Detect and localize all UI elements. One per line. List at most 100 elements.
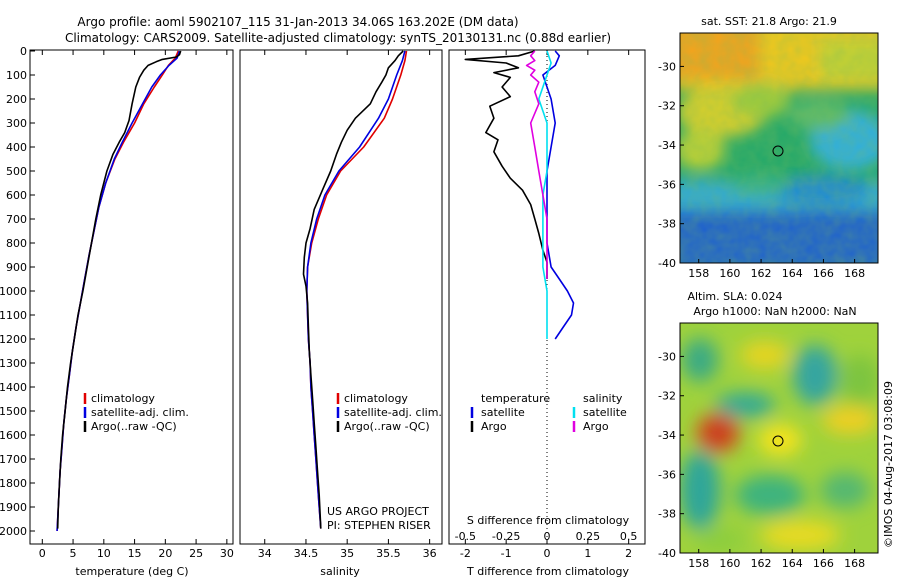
x-tick-label: 36 [423,547,437,560]
map-y-tick-label: -40 [658,257,676,270]
legend-t-argo-label: Argo [481,420,507,433]
x-tick-label: -1 [501,547,512,560]
x-tick-label: 34.5 [294,547,319,560]
y-tick-label: 600 [6,189,27,202]
series-line-argo [56,50,182,529]
map-x-tick-label: 166 [813,267,834,280]
map-y-tick-label: -36 [658,468,676,481]
legend-argo-label: Argo(..raw -QC) [344,420,430,433]
y-tick-label: 700 [6,213,27,226]
legend-salinity-heading: salinity [583,392,623,405]
x-tick-label: 30 [220,547,234,560]
figure-title-line1: Argo profile: aoml 5902107_115 31-Jan-20… [77,15,518,29]
y-tick-label: 1600 [0,429,27,442]
map-y-tick-label: -40 [658,547,676,560]
s-tick-label: 0 [544,530,551,543]
x-tick-label: 35 [340,547,354,560]
x-tick-label: 2 [625,547,632,560]
map-x-tick-label: 162 [751,557,772,570]
x-tick-label: 35.5 [376,547,401,560]
sst-argo-location-marker [772,145,784,157]
map-y-tick-label: -30 [658,350,676,363]
series-line-climatology [56,50,180,532]
map-y-tick-label: -34 [658,429,676,442]
map-x-tick-label: 164 [782,267,803,280]
legend-s-argo-label: Argo [583,420,609,433]
series-line-t-argo [464,50,548,279]
x-tick-label: 5 [70,547,77,560]
x-tick-label: 0 [39,547,46,560]
map-x-tick-label: 158 [688,267,709,280]
salinity-xlabel: salinity [320,565,360,578]
legend-satellite-label: satellite-adj. clim. [91,406,189,419]
y-tick-label: 1500 [0,405,27,418]
s-tick-label: 0.5 [620,530,638,543]
salinity-legend: climatology satellite-adj. clim. Argo(..… [336,392,442,433]
map-y-tick-label: -30 [658,60,676,73]
y-tick-label: 1400 [0,381,27,394]
map-y-tick-label: -32 [658,100,676,113]
y-tick-label: 1300 [0,357,27,370]
legend-climatology-label: climatology [344,392,408,405]
sla-map-panel: Altim. SLA: 0.024 Argo h1000: NaN h2000:… [658,290,879,570]
series-line-satellite [305,50,406,529]
y-tick-label: 900 [6,261,27,274]
map-y-tick-label: -32 [658,390,676,403]
salinity-axes-box [239,49,443,545]
legend-t-satellite-label: satellite [481,406,525,419]
s-tick-label: -0.25 [492,530,520,543]
series-line-s-argo [525,50,548,279]
sla-map-title-line2: Argo h1000: NaN h2000: NaN [693,305,856,318]
credit-project: US ARGO PROJECT [327,505,429,518]
sst-map-title: sat. SST: 21.8 Argo: 21.9 [701,15,837,28]
series-line-s-satellite [537,50,552,339]
series-line-argo [302,50,404,529]
map-y-tick-label: -34 [658,139,676,152]
map-y-tick-label: -36 [658,178,676,191]
x-tick-label: 25 [189,547,203,560]
map-x-tick-label: 168 [844,267,865,280]
temperature-axes-box [29,49,234,545]
map-x-tick-label: 160 [719,267,740,280]
legend-argo-label: Argo(..raw -QC) [91,420,177,433]
sla-field [680,323,878,553]
temperature-xlabel: temperature (deg C) [75,565,188,578]
legend-satellite-label: satellite-adj. clim. [344,406,442,419]
y-tick-label: 2000 [0,525,27,538]
map-x-tick-label: 164 [782,557,803,570]
y-tick-label: 1000 [0,285,27,298]
credit-pi: PI: STEPHEN RISER [327,519,431,532]
map-y-tick-label: -38 [658,218,676,231]
sst-map-panel: sat. SST: 21.8 Argo: 21.9 158 160 162 164 1 [658,15,879,280]
x-tick-label: 20 [158,547,172,560]
y-tick-label: 1700 [0,453,27,466]
y-tick-label: 800 [6,237,27,250]
series-line-satellite [56,50,181,532]
legend-temperature-heading: temperature [481,392,550,405]
series-line-climatology [305,50,408,529]
sla-argo-location-marker [772,435,784,447]
map-x-tick-label: 162 [751,267,772,280]
y-tick-label: 300 [6,117,27,130]
series-line-t-satellite [542,50,575,340]
y-tick-label: 0 [20,45,27,58]
temperature-legend: climatology satellite-adj. clim. Argo(..… [83,392,189,433]
legend-climatology-label: climatology [91,392,155,405]
map-y-tick-label: -38 [658,508,676,521]
y-tick-label: 200 [6,93,27,106]
s-tick-label: -0.5 [455,530,476,543]
y-tick-label: 1200 [0,333,27,346]
x-tick-label: -2 [460,547,471,560]
s-difference-xlabel: S difference from climatology [467,514,630,527]
x-tick-label: 0 [544,547,551,560]
legend-s-satellite-label: satellite [583,406,627,419]
map-x-tick-label: 160 [719,557,740,570]
sst-field [680,33,878,263]
x-tick-label: 1 [584,547,591,560]
temperature-profile-panel: 0 5 10 15 20 25 300100200300400500600700800900… [0,45,234,578]
y-tick-label: 500 [6,165,27,178]
sla-map-title-line1: Altim. SLA: 0.024 [687,290,782,303]
s-tick-label: 0.25 [576,530,601,543]
sla-map-frame [679,322,879,554]
